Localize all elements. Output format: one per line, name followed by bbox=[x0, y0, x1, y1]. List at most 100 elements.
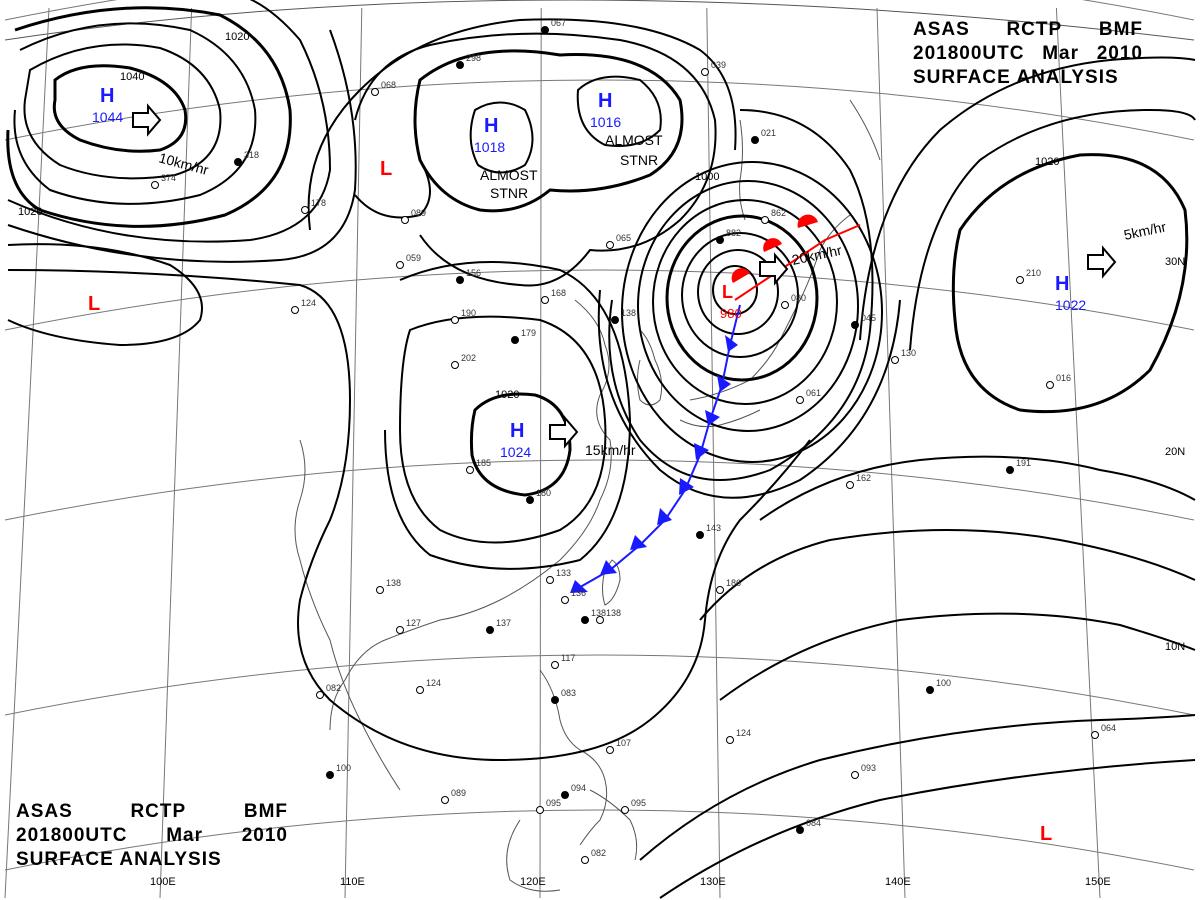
station-pressure-value: 133 bbox=[556, 568, 571, 578]
station-circle bbox=[846, 481, 854, 489]
station-circle bbox=[716, 236, 724, 244]
station-circle bbox=[396, 626, 404, 634]
lat-lon-grid bbox=[4, 0, 1195, 899]
map-frame bbox=[4, 0, 1195, 41]
station-circle bbox=[1006, 466, 1014, 474]
station-circle bbox=[441, 796, 449, 804]
title-agency: BMF bbox=[1098, 19, 1143, 40]
station-circle bbox=[401, 216, 409, 224]
station-circle bbox=[416, 686, 424, 694]
longitude-label: 120E bbox=[520, 876, 546, 888]
station-pressure-value: 298 bbox=[466, 53, 481, 63]
cold-front bbox=[570, 304, 741, 593]
title-agency: BMF bbox=[243, 801, 288, 822]
pressure-centers: H 1044 H 1018 H 1016 H 1024 H 1022 L 980… bbox=[88, 85, 1086, 845]
warm-front bbox=[731, 214, 861, 301]
station-pressure-value: 179 bbox=[521, 328, 536, 338]
station-circle bbox=[761, 216, 769, 224]
title-product: ASAS bbox=[16, 801, 73, 822]
station-circle bbox=[551, 696, 559, 704]
station-pressure-value: 191 bbox=[1016, 458, 1031, 468]
station-circle bbox=[451, 316, 459, 324]
station-pressure-value: 162 bbox=[856, 473, 871, 483]
low-center-letter: L bbox=[1040, 823, 1052, 845]
station-circle bbox=[316, 691, 324, 699]
title-month: Mar bbox=[166, 825, 203, 846]
title-bottom-left: ASAS RCTP BMF 201800UTC Mar 2010 SURFACE… bbox=[16, 800, 288, 872]
station-pressure-value: 124 bbox=[426, 678, 441, 688]
isobar-labels: 1040 1020 1020 1020 1000 1020 bbox=[18, 31, 1059, 401]
station-circle bbox=[291, 306, 299, 314]
coastlines bbox=[294, 99, 881, 892]
station-pressure-value: 318 bbox=[244, 150, 259, 160]
latitude-line bbox=[4, 809, 1195, 871]
station-pressure-value: 016 bbox=[1056, 373, 1071, 383]
station-circle bbox=[456, 61, 464, 69]
longitude-label: 150E bbox=[1085, 876, 1111, 888]
station-pressure-value: 089 bbox=[451, 788, 466, 798]
station-pressure-value: 094 bbox=[571, 783, 586, 793]
station-circle bbox=[581, 616, 589, 624]
longitude-label: 130E bbox=[700, 876, 726, 888]
station-pressure-value: 082 bbox=[326, 683, 341, 693]
high-center-letter: H bbox=[100, 85, 114, 107]
title-line-2: 201800UTC Mar 2010 bbox=[913, 42, 1143, 66]
station-pressure-value: 138 bbox=[386, 578, 401, 588]
station-circle bbox=[541, 296, 549, 304]
station-circle bbox=[611, 316, 619, 324]
station-pressure-value: 130 bbox=[901, 348, 916, 358]
station-circle bbox=[926, 686, 934, 694]
longitude-label: 100E bbox=[150, 876, 176, 888]
station-circle bbox=[751, 136, 759, 144]
station-circle bbox=[701, 68, 709, 76]
station-pressure-value: 186 bbox=[726, 578, 741, 588]
station-pressure-value: 143 bbox=[706, 523, 721, 533]
station-circle bbox=[596, 616, 604, 624]
title-line-1: ASAS RCTP BMF bbox=[16, 800, 288, 824]
station-circle bbox=[371, 88, 379, 96]
station-pressure-value: 138 bbox=[591, 608, 606, 618]
station-circle bbox=[781, 301, 789, 309]
high-center-value: 1018 bbox=[474, 139, 505, 155]
isobar-label: 1020 bbox=[225, 31, 249, 43]
station-circle bbox=[451, 361, 459, 369]
isobars bbox=[6, 0, 1196, 899]
title-line-1: ASAS RCTP BMF bbox=[913, 18, 1143, 42]
station-pressure-value: 210 bbox=[1026, 268, 1041, 278]
station-circle bbox=[851, 321, 859, 329]
station-pressure-value: 095 bbox=[546, 798, 561, 808]
longitude-line bbox=[4, 7, 50, 899]
station-pressure-value: 064 bbox=[1101, 723, 1116, 733]
station-circle bbox=[1046, 381, 1054, 389]
station-pressure-value: 168 bbox=[551, 288, 566, 298]
title-station: RCTP bbox=[1006, 19, 1063, 40]
station-circle bbox=[376, 586, 384, 594]
latitude-line bbox=[4, 269, 1195, 331]
high-center-value: 1044 bbox=[92, 109, 123, 125]
station-circle bbox=[1091, 731, 1099, 739]
station-pressure-value: 100 bbox=[336, 763, 351, 773]
latitude-line bbox=[4, 79, 1195, 141]
station-pressure-value: 067 bbox=[551, 18, 566, 28]
station-pressure-value: 107 bbox=[616, 738, 631, 748]
station-pressure-value: 185 bbox=[476, 458, 491, 468]
station-pressure-value: 065 bbox=[616, 233, 631, 243]
title-top-right: ASAS RCTP BMF 201800UTC Mar 2010 SURFACE… bbox=[913, 18, 1143, 90]
stationary-label-line1: ALMOST bbox=[480, 167, 538, 183]
high-center-letter: H bbox=[510, 420, 524, 442]
low-center-letter: L bbox=[380, 158, 392, 180]
isobar-label: 1020 bbox=[1035, 156, 1059, 168]
station-circle bbox=[606, 746, 614, 754]
station-pressure-value: 374 bbox=[161, 173, 176, 183]
station-pressure-value: 095 bbox=[631, 798, 646, 808]
low-center-value: 980 bbox=[720, 306, 742, 321]
station-circle bbox=[536, 806, 544, 814]
station-pressure-value: 083 bbox=[561, 688, 576, 698]
station-circle bbox=[696, 531, 704, 539]
station-pressure-value: 156 bbox=[466, 268, 481, 278]
station-circle bbox=[581, 856, 589, 864]
low-center-letter: L bbox=[722, 282, 733, 302]
motion-label: 15km/hr bbox=[585, 442, 636, 458]
station-circle bbox=[526, 496, 534, 504]
longitude-line bbox=[159, 7, 193, 899]
